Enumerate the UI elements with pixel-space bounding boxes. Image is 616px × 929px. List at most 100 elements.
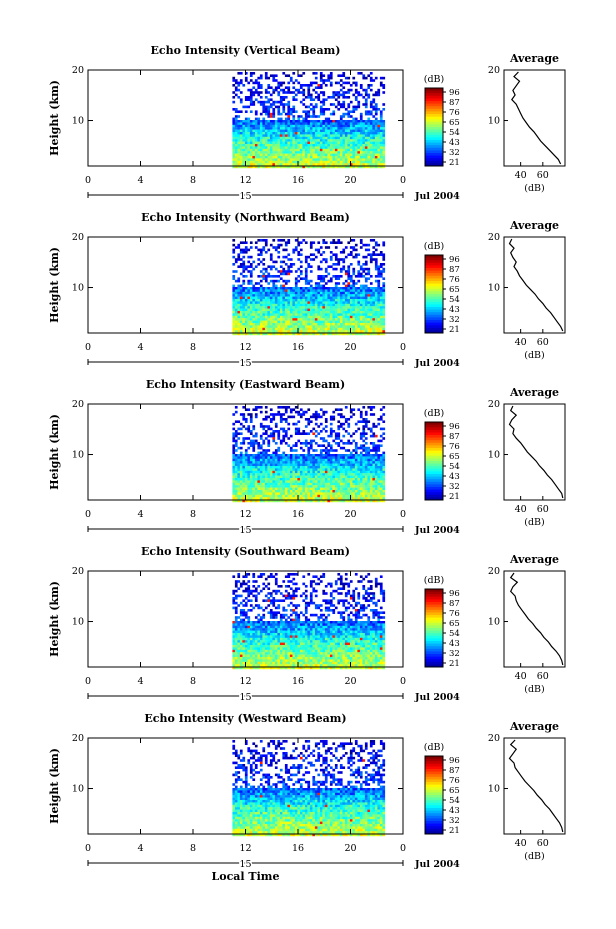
heatmap-cell	[362, 425, 366, 428]
heatmap-cell	[259, 296, 263, 300]
heatmap-cell	[379, 265, 383, 268]
heatmap-cell	[259, 260, 263, 264]
heatmap-cell	[377, 158, 381, 161]
heatmap-cell	[357, 303, 361, 307]
heatmap-cell	[252, 482, 256, 486]
heatmap-cell	[379, 418, 383, 421]
heatmap-cell	[307, 313, 311, 316]
heatmap-cell	[349, 306, 353, 309]
heatmap-cell	[239, 72, 243, 75]
heatmap-cell	[344, 458, 348, 462]
heatmap-cell	[332, 430, 336, 433]
heatmap-cell	[244, 139, 248, 142]
heatmap-cell	[232, 432, 236, 435]
heatmap-cell	[379, 132, 383, 135]
colorbar-segment	[425, 132, 443, 136]
heatmap-cell	[319, 315, 323, 319]
heatmap-cell	[377, 299, 381, 302]
heatmap-cell	[377, 470, 381, 474]
heatmap-cell	[354, 124, 358, 128]
heatmap-cell	[252, 129, 256, 133]
heatmap-cell	[257, 287, 261, 290]
heatmap-cell	[247, 430, 251, 433]
heatmap-cell	[339, 458, 343, 462]
heatmap-cell	[374, 243, 378, 247]
heatmap-cell	[287, 315, 291, 319]
heatmap-cell	[352, 458, 356, 462]
heatmap-cell	[267, 248, 271, 252]
colorbar-tick-label: 32	[449, 315, 460, 325]
heatmap-cell	[372, 413, 376, 416]
heatmap-cell	[309, 444, 313, 447]
heatmap-cell	[269, 432, 273, 435]
heatmap-cell	[382, 76, 386, 80]
heatmap-cell	[292, 158, 296, 161]
heatmap-cell	[382, 165, 386, 169]
heatmap-cell	[362, 482, 366, 486]
heatmap-cell	[339, 258, 343, 261]
heatmap-cell	[312, 296, 316, 300]
heatmap-cell	[344, 449, 348, 452]
heatmap-cell	[272, 473, 276, 476]
heatmap-cell	[352, 127, 356, 130]
heatmap-cell	[264, 432, 268, 435]
heatmap-cell	[252, 320, 256, 324]
heatmap-cell	[344, 289, 348, 292]
heatmap-cell	[277, 468, 281, 471]
heatmap-cell	[304, 473, 308, 476]
heatmap-cell	[287, 478, 291, 481]
heatmap-cell	[357, 134, 361, 137]
heatmap-cell	[239, 332, 243, 336]
heatmap-cell	[314, 311, 318, 314]
heatmap-cell	[364, 473, 368, 476]
heatmap-cell	[279, 151, 283, 154]
heatmap-cell	[234, 458, 238, 462]
heatmap-cell	[277, 296, 281, 300]
heatmap-cell	[369, 156, 373, 159]
heatmap-cell	[369, 313, 373, 316]
heatmap-cell	[334, 456, 338, 459]
heatmap-cell	[322, 487, 326, 491]
heatmap-cell	[309, 122, 313, 125]
heatmap-cell	[242, 122, 246, 125]
heatmap-cell	[252, 461, 256, 464]
heatmap-cell	[312, 449, 316, 452]
heatmap-cell	[289, 299, 293, 302]
heatmap-cell	[344, 165, 348, 169]
heatmap-cell	[324, 332, 328, 336]
heatmap-cell	[302, 129, 306, 133]
heatmap-cell	[252, 478, 256, 481]
heatmap-cell	[294, 327, 298, 331]
heatmap-cell	[282, 163, 286, 166]
heatmap-cell	[329, 124, 333, 128]
heatmap-cell	[337, 74, 341, 77]
heatmap-cell	[317, 160, 321, 164]
heatmap-cell	[249, 88, 253, 92]
heatmap-cell	[237, 139, 241, 142]
heatmap-cell	[372, 311, 376, 314]
heatmap-cell	[259, 275, 263, 278]
day-marker: 15	[239, 191, 251, 202]
heatmap-cell	[344, 303, 348, 307]
heatmap-cell	[234, 301, 238, 304]
heatmap-cell	[272, 306, 276, 309]
heatmap-cell	[334, 241, 338, 244]
heatmap-cell	[244, 96, 248, 99]
heatmap-cell	[284, 410, 288, 414]
heatmap-cell	[329, 127, 333, 130]
heatmap-cell	[322, 473, 326, 476]
heatmap-cell	[234, 296, 238, 300]
heatmap-cell	[324, 454, 328, 457]
heatmap-cell	[307, 151, 311, 154]
heatmap-cell	[282, 88, 286, 92]
heatmap-cell	[322, 160, 326, 164]
heatmap-cell	[289, 454, 293, 457]
heatmap-cell	[247, 156, 251, 159]
heatmap-cell	[292, 320, 296, 324]
heatmap-cell	[349, 468, 353, 471]
heatmap-cell	[242, 473, 246, 476]
heatmap-cell	[319, 480, 323, 483]
heatmap-cell	[252, 490, 256, 493]
heatmap-cell	[277, 430, 281, 433]
heatmap-cell	[362, 470, 366, 474]
